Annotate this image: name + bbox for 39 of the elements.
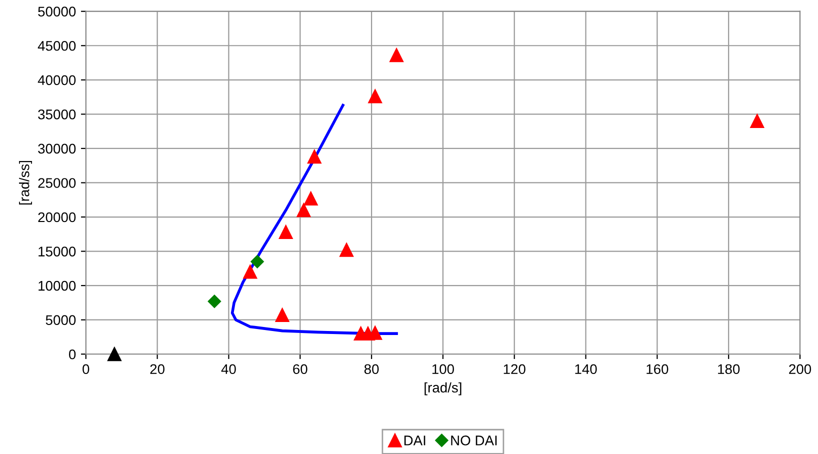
point	[250, 254, 264, 268]
x-tick-label: 40	[221, 364, 236, 374]
y-tick-label: 5000	[46, 315, 76, 326]
y-axis-title: [rad/ss]	[19, 160, 32, 205]
y-tick-label: 50000	[38, 6, 76, 17]
x-tick-label: 120	[504, 364, 526, 374]
y-tick-label: 25000	[38, 178, 76, 188]
y-tick-label: 30000	[38, 144, 76, 154]
x-tick-label: 60	[293, 364, 308, 374]
y-tick-label: 35000	[38, 110, 76, 120]
point	[750, 114, 764, 128]
point	[368, 89, 382, 104]
point	[108, 347, 122, 362]
y-tick-label: 40000	[38, 75, 76, 86]
y-tick-label: 15000	[38, 246, 76, 256]
x-tick-label: 80	[364, 364, 379, 374]
x-tick-label: 180	[718, 364, 740, 374]
point	[296, 203, 311, 218]
point	[307, 150, 322, 164]
legend-label: NO DAI	[451, 436, 497, 446]
x-tick-label: 200	[789, 364, 812, 374]
point	[275, 308, 290, 322]
x-tick-label: 0	[82, 364, 90, 374]
point	[278, 225, 293, 240]
x-tick-label: 20	[150, 364, 164, 374]
point	[390, 48, 404, 62]
x-tick-label: 140	[575, 364, 597, 374]
x-tick-label: 100	[432, 364, 454, 374]
point	[340, 242, 354, 257]
point	[304, 192, 318, 206]
point	[243, 264, 258, 279]
legend-label: DAI	[404, 436, 426, 446]
y-tick-label: 0	[68, 349, 76, 360]
y-tick-label: 10000	[38, 280, 76, 291]
y-tick-label: 45000	[38, 40, 76, 51]
x-tick-label: 160	[646, 364, 668, 374]
x-axis-title: [rad/s]	[424, 382, 462, 396]
point	[208, 294, 222, 308]
y-tick-label: 20000	[38, 212, 76, 222]
